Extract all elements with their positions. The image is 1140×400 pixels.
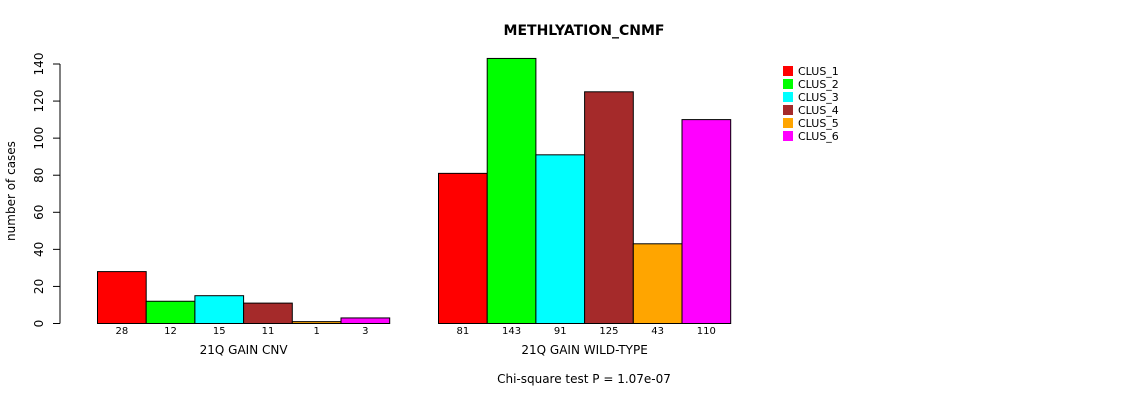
legend-swatch [783, 105, 793, 115]
bar-value-label: 11 [262, 326, 275, 337]
bar-value-label: 125 [599, 326, 618, 337]
chart-title: METHLYATION_CNMF [504, 23, 665, 39]
bar-21q-gain-cnv-clus1 [97, 271, 147, 325]
legend-swatch [783, 66, 793, 76]
y-axis-title: number of cases [4, 141, 18, 241]
y-tick-label: 100 [32, 127, 46, 150]
legend-label: CLUS_3 [798, 91, 839, 104]
bar-value-label: 91 [554, 326, 567, 337]
bar-21q-gain-wild-type-clus4 [584, 91, 634, 324]
bar-value-label: 15 [213, 326, 226, 337]
legend-label: CLUS_4 [798, 104, 839, 117]
y-tick-label: 0 [32, 320, 46, 328]
bar-value-label: 28 [115, 326, 128, 337]
bar-value-label: 1 [313, 326, 319, 337]
legend-swatch [783, 131, 793, 141]
y-tick-label: 140 [32, 53, 46, 76]
bar-value-label: 12 [164, 326, 177, 337]
bar-21q-gain-wild-type-clus3 [535, 154, 586, 324]
chi-square-footer: Chi-square test P = 1.07e-07 [497, 372, 671, 386]
bar-21q-gain-cnv-clus4 [243, 302, 293, 325]
group-label: 21Q GAIN CNV [200, 343, 289, 357]
y-tick-label: 60 [32, 205, 46, 220]
group-labels-layer: 21Q GAIN CNV 21Q GAIN WILD-TYPE [200, 343, 648, 357]
bars-layer [97, 57, 732, 325]
bar-21q-gain-wild-type-clus5 [632, 243, 683, 325]
bar-21q-gain-wild-type-clus2 [486, 57, 537, 324]
legend-label: CLUS_5 [798, 117, 839, 130]
legend-swatch [783, 79, 793, 89]
bar-21q-gain-cnv-clus3 [194, 295, 245, 325]
legend-swatch [783, 118, 793, 128]
legend-label: CLUS_6 [798, 130, 839, 143]
y-axis: 0 20 40 60 80 100 120 140 [32, 53, 61, 328]
bar-value-label: 143 [502, 326, 521, 337]
bar-21q-gain-cnv-clus5 [291, 321, 342, 324]
y-tick-label: 80 [32, 168, 46, 183]
group-label: 21Q GAIN WILD-TYPE [521, 343, 647, 357]
legend-swatch [783, 92, 793, 102]
y-tick-label: 20 [32, 279, 46, 294]
bar-value-label: 110 [697, 326, 716, 337]
y-tick-label: 120 [32, 90, 46, 113]
legend-label: CLUS_1 [798, 65, 839, 78]
bar-21q-gain-wild-type-clus6 [681, 119, 732, 324]
bar-21q-gain-wild-type-clus1 [438, 172, 488, 324]
bar-value-label: 43 [651, 326, 664, 337]
bar-value-label: 3 [362, 326, 368, 337]
bar-21q-gain-cnv-clus2 [145, 300, 196, 324]
bar-21q-gain-cnv-clus6 [340, 317, 391, 325]
bar-value-label: 81 [456, 326, 469, 337]
bar-labels-layer: 28 12 15 11 1 3 81 143 91 125 43 110 [115, 326, 715, 337]
legend-label: CLUS_2 [798, 78, 839, 91]
y-tick-label: 40 [32, 242, 46, 257]
